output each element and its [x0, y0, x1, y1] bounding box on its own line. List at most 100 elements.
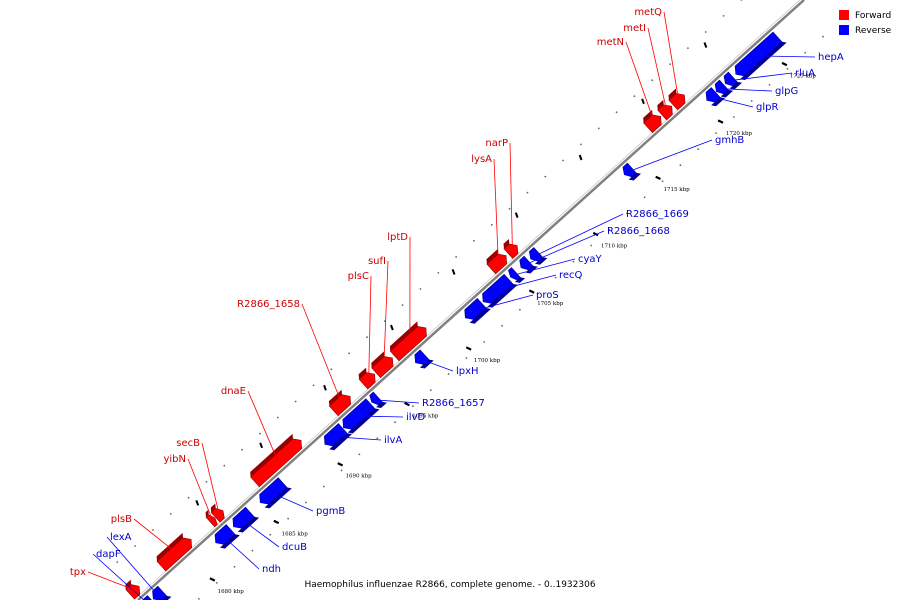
tick-dot	[312, 384, 315, 387]
tick-dot	[429, 389, 432, 391]
gene-label-R2866_1669: R2866_1669	[626, 209, 689, 220]
legend-reverse-label: Reverse	[855, 26, 892, 36]
tick-dot	[269, 533, 272, 536]
gene-label-sufI: sufI	[368, 256, 386, 267]
tick-label: 1700 kbp	[474, 358, 501, 364]
major-tick	[209, 577, 216, 582]
tick-dot	[580, 143, 582, 146]
leader-line	[473, 294, 534, 312]
gene-label-dnaE: dnaE	[221, 386, 246, 397]
gene-label-recQ: recQ	[559, 270, 583, 281]
gene-glpG	[714, 79, 734, 98]
gene-lpxH	[414, 349, 434, 369]
leader-line	[241, 519, 280, 548]
gene-label-dapF: dapF	[96, 549, 121, 560]
gene-label-R2866_1658: R2866_1658	[237, 299, 300, 310]
gene-rluA	[723, 71, 742, 90]
tick-dot	[198, 598, 200, 600]
tick-dot	[169, 513, 172, 515]
leader-line	[247, 390, 279, 461]
tick-dot	[733, 116, 735, 118]
gene-plsB	[156, 532, 193, 572]
leader-line	[334, 436, 382, 441]
tick-dot	[804, 51, 807, 54]
tick-dot	[554, 276, 557, 279]
minor-dash	[703, 42, 708, 48]
tick-dot	[294, 400, 297, 403]
gene-label-proS: proS	[536, 290, 559, 301]
leader-line	[513, 258, 576, 276]
gene-metN	[643, 109, 662, 134]
tick-label: 1685 kbp	[282, 531, 309, 537]
gene-lysA	[486, 249, 508, 275]
gene-plsC	[358, 367, 376, 390]
leader-line	[92, 553, 145, 600]
tick-dot	[376, 437, 379, 440]
legend-forward-label: Forward	[855, 11, 891, 21]
tick-dot	[187, 496, 190, 499]
tick-dot	[768, 84, 771, 86]
leader-line	[524, 230, 605, 266]
tick-dot	[544, 175, 547, 178]
tick-dot	[643, 196, 646, 199]
gene-labels: tpx plsB yibN secB dnaE R2866_1658 plsC sufI lpt…	[70, 7, 844, 600]
map-caption: Haemophilus influenzae R2866, complete g…	[304, 580, 595, 590]
gene-label-gmhB: gmhB	[715, 135, 744, 146]
leader-line	[729, 72, 793, 82]
minor-dash	[259, 442, 264, 449]
tick-dot	[597, 127, 600, 130]
gene-gmhB	[622, 162, 641, 181]
gene-label-glpG: glpG	[775, 86, 798, 97]
tick-dot	[572, 260, 575, 263]
gene-label-narP: narP	[485, 138, 508, 149]
tick-dot	[669, 63, 671, 65]
tick-dot	[501, 324, 503, 327]
tick-dot	[205, 480, 208, 483]
leader-line	[711, 96, 754, 108]
tick-dot	[536, 292, 539, 295]
tick-dot	[608, 228, 610, 231]
tick-dot	[447, 373, 450, 375]
gene-label-yibN: yibN	[163, 454, 186, 465]
minor-dash	[390, 324, 394, 331]
gene-label-lptD: lptD	[387, 232, 408, 243]
tick-dot	[633, 95, 636, 98]
tick-dot	[412, 405, 414, 408]
minor-dash	[641, 98, 645, 105]
major-tick	[337, 462, 344, 467]
tick-dot	[330, 368, 333, 371]
gene-proS	[464, 297, 491, 324]
tick-dot	[519, 308, 521, 311]
tick-dot	[590, 244, 593, 247]
gene-metQ	[668, 88, 686, 111]
gene-label-plsC: plsC	[348, 271, 369, 282]
tick-dot	[750, 100, 753, 102]
gene-label-rluA: rluA	[795, 68, 815, 79]
tick-dot	[697, 148, 700, 151]
gene-label-R2866_1668: R2866_1668	[607, 226, 670, 237]
gene-metI	[657, 99, 673, 121]
leader-line	[201, 442, 220, 514]
gene-label-metI: metI	[623, 23, 646, 34]
gene-label-hepA: hepA	[818, 52, 844, 63]
leader-line	[647, 27, 667, 111]
leader-line	[223, 536, 260, 570]
tick-dot	[822, 35, 824, 38]
minor-dash	[514, 212, 519, 218]
tick-label: 1725 kbp	[790, 73, 817, 79]
tick-dot	[401, 304, 404, 306]
leader-line	[368, 275, 372, 379]
minor-dash	[578, 154, 583, 161]
leader-line	[187, 458, 213, 520]
leader-line	[663, 11, 679, 100]
tick-label: 1705 kbp	[537, 301, 564, 307]
tick-dot	[483, 341, 486, 343]
gene-label-lpxH: lpxH	[456, 366, 479, 377]
tick-dot	[715, 132, 717, 135]
gene-label-lexA: lexA	[110, 532, 132, 543]
tick-label: 1715 kbp	[664, 187, 691, 193]
legend: Forward Reverse	[839, 10, 892, 36]
gene-R2866_1657	[369, 391, 387, 408]
gene-label-R2866_1657: R2866_1657	[422, 398, 485, 409]
